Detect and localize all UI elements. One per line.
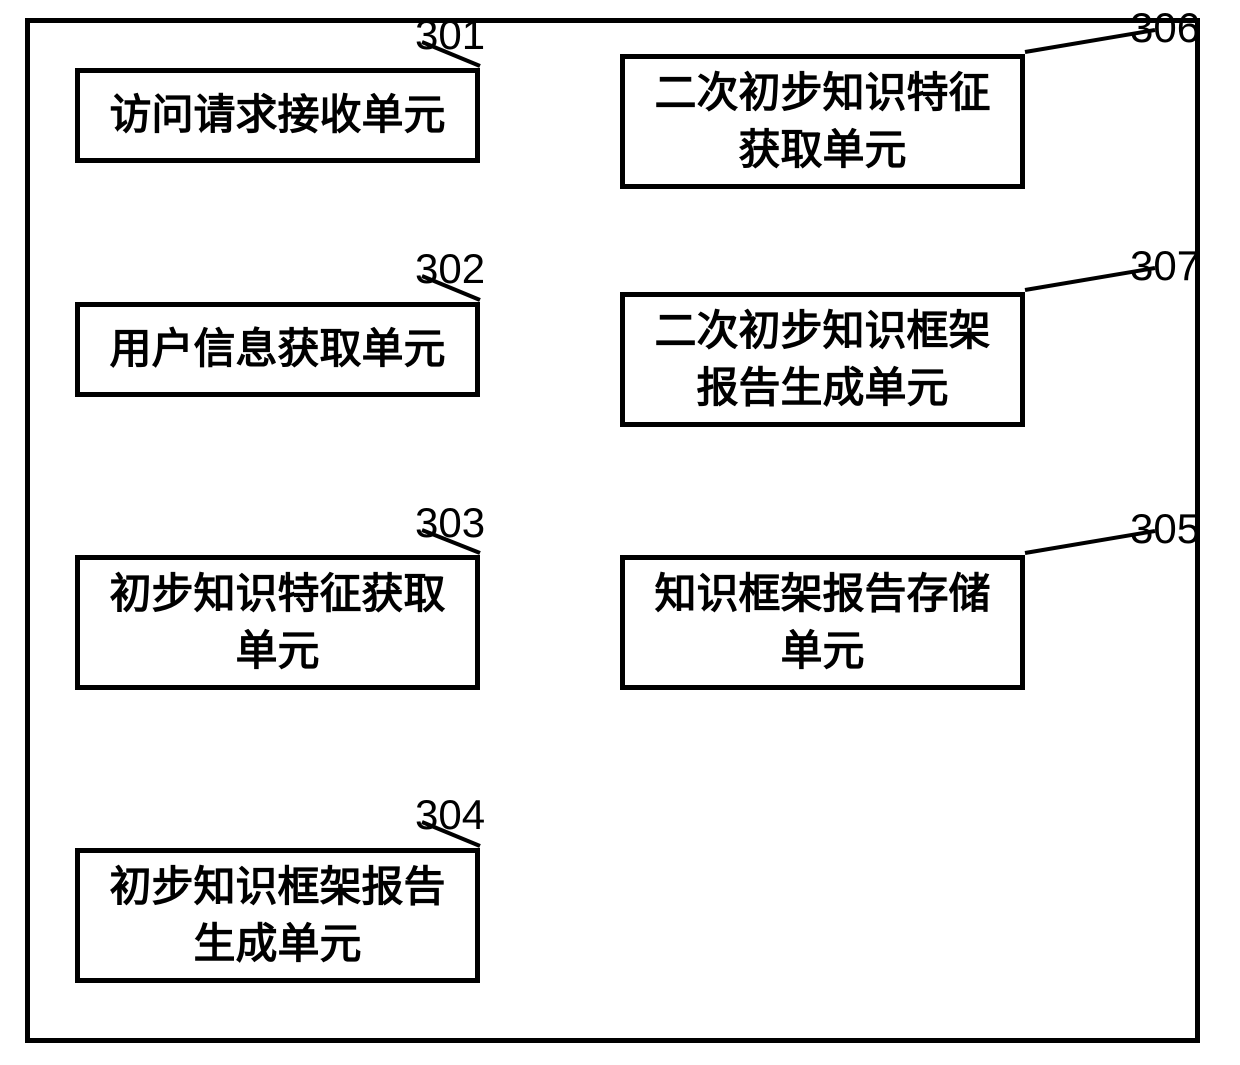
box-303: 初步知识特征获取单元 [75,555,480,690]
box-304-label: 初步知识框架报告生成单元 [109,859,445,972]
ref-301: 301 [415,11,485,59]
ref-304: 304 [415,791,485,839]
ref-305: 305 [1130,505,1200,553]
box-306-label: 二次初步知识特征获取单元 [654,65,990,178]
box-302-label: 用户信息获取单元 [109,321,445,378]
ref-306: 306 [1130,4,1200,52]
box-303-label: 初步知识特征获取单元 [109,566,445,679]
box-307-label: 二次初步知识框架报告生成单元 [654,303,990,416]
box-307: 二次初步知识框架报告生成单元 [620,292,1025,427]
box-306: 二次初步知识特征获取单元 [620,54,1025,189]
box-305: 知识框架报告存储单元 [620,555,1025,690]
box-304: 初步知识框架报告生成单元 [75,848,480,983]
box-301-label: 访问请求接收单元 [109,87,445,144]
ref-302: 302 [415,245,485,293]
ref-303: 303 [415,499,485,547]
box-301: 访问请求接收单元 [75,68,480,163]
box-305-label: 知识框架报告存储单元 [654,566,990,679]
box-302: 用户信息获取单元 [75,302,480,397]
ref-307: 307 [1130,242,1200,290]
